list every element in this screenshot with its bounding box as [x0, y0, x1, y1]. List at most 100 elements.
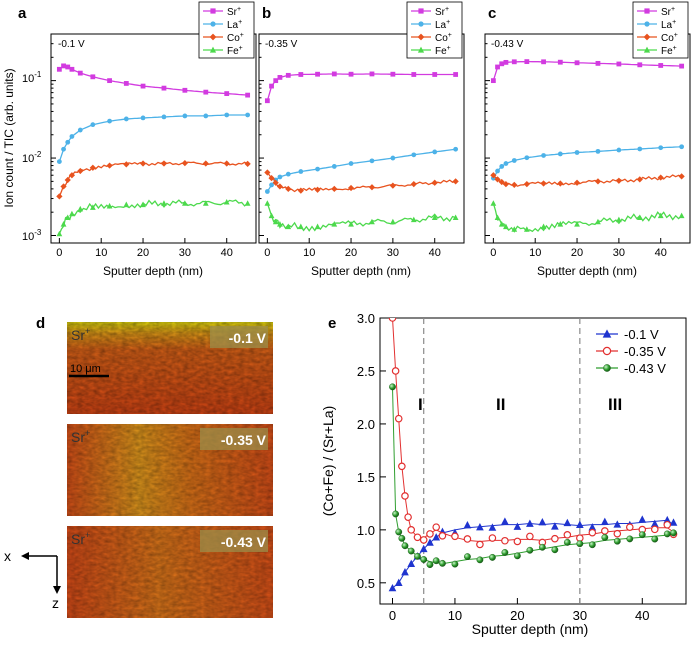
data-point — [419, 536, 428, 544]
data-point — [563, 518, 572, 527]
data-point — [490, 78, 496, 84]
region-label: II — [496, 395, 505, 414]
legend-marker — [418, 21, 424, 27]
x-tick-label: 20 — [345, 247, 357, 259]
legend-label: Sr+ — [227, 6, 241, 18]
data-point — [60, 183, 67, 190]
data-point — [389, 182, 396, 189]
data-point — [410, 216, 417, 223]
data-point — [438, 531, 447, 540]
data-point — [388, 318, 397, 322]
data-point — [244, 200, 251, 206]
data-point — [524, 59, 530, 65]
data-point — [314, 223, 321, 230]
data-point — [181, 160, 188, 167]
data-point — [557, 180, 564, 187]
data-point — [526, 519, 534, 527]
z-arrowhead — [53, 586, 61, 594]
data-point — [69, 134, 75, 139]
data-point — [398, 462, 406, 471]
data-point — [600, 517, 609, 525]
data-point — [526, 546, 534, 554]
panel-letter: b — [262, 5, 271, 22]
panel-letter: c — [488, 5, 496, 22]
panel-e: e (Co+Fe) / (Sr+La) Sputter depth (nm) 0… — [320, 311, 687, 637]
data-point — [182, 113, 188, 119]
legend-label: -0.35 V — [624, 344, 666, 359]
data-point — [161, 200, 167, 206]
data-point — [513, 522, 522, 530]
data-point — [490, 200, 497, 206]
data-point — [202, 200, 209, 206]
data-point — [453, 72, 459, 77]
axis-ticks: 0 10 20 30 40 — [259, 33, 441, 259]
data-point — [501, 549, 509, 556]
voltage-tag-bg — [210, 326, 268, 348]
data-point — [576, 540, 584, 548]
plot-series — [264, 71, 459, 232]
x-tick-label: 20 — [137, 247, 149, 259]
data-point — [348, 161, 354, 166]
series-line-La+ — [492, 146, 682, 179]
xlabel-c: Sputter depth (nm) — [537, 264, 637, 278]
data-point — [272, 179, 279, 186]
data-point — [494, 214, 501, 221]
data-point — [523, 226, 530, 232]
data-point — [588, 523, 597, 531]
series-line-Sr+ — [492, 60, 682, 81]
data-point — [489, 553, 496, 561]
data-point — [431, 214, 438, 221]
axis-indicator: x z — [4, 548, 61, 611]
data-point — [277, 174, 283, 180]
legend-marker — [418, 8, 424, 14]
data-point — [411, 72, 417, 77]
data-point — [411, 152, 417, 158]
data-point — [407, 547, 415, 555]
plot-frame — [258, 33, 465, 244]
data-point — [106, 162, 113, 169]
data-point — [401, 568, 409, 576]
data-point — [264, 98, 270, 104]
data-point — [431, 179, 438, 186]
data-point — [613, 537, 621, 545]
series-line-Co+ — [492, 174, 682, 187]
data-point — [314, 186, 321, 193]
data-point — [264, 189, 270, 194]
data-point — [452, 178, 459, 185]
region-label: III — [608, 395, 622, 414]
data-point — [394, 414, 403, 423]
data-point — [650, 525, 659, 534]
data-point — [669, 518, 678, 526]
data-point — [503, 59, 509, 65]
data-point — [369, 218, 375, 225]
axis-ticks: 0 10 20 30 40 — [51, 33, 233, 259]
plot-series — [490, 59, 685, 233]
data-point — [276, 183, 284, 190]
data-point — [495, 64, 500, 70]
data-point — [490, 172, 497, 179]
data-point — [670, 529, 677, 537]
data-point — [499, 61, 505, 67]
x-tick-label: 40 — [221, 247, 233, 259]
data-point — [401, 492, 409, 500]
legend: Sr+La+Co+Fe+ — [406, 1, 463, 59]
data-point — [56, 230, 63, 237]
data-point — [60, 221, 67, 227]
legend-marker — [644, 21, 650, 27]
series-line-Sr+ — [266, 73, 456, 101]
data-point — [90, 122, 96, 128]
data-point — [420, 556, 428, 563]
data-point — [123, 116, 129, 122]
data-point — [331, 164, 337, 169]
data-point — [390, 71, 396, 77]
panel-c: c -0.43 V 0 10 20 30 40 — [484, 5, 691, 259]
data-point — [297, 223, 304, 230]
voltage-label: -0.1 V — [58, 39, 85, 50]
data-point — [636, 176, 643, 183]
data-point — [90, 74, 96, 80]
legend-marker — [643, 33, 651, 41]
panel-b: b -0.35 V 0 10 20 30 40 — [258, 5, 465, 259]
ylabel: (Co+Fe) / (Sr+La) — [320, 406, 336, 516]
data-point — [595, 218, 601, 225]
